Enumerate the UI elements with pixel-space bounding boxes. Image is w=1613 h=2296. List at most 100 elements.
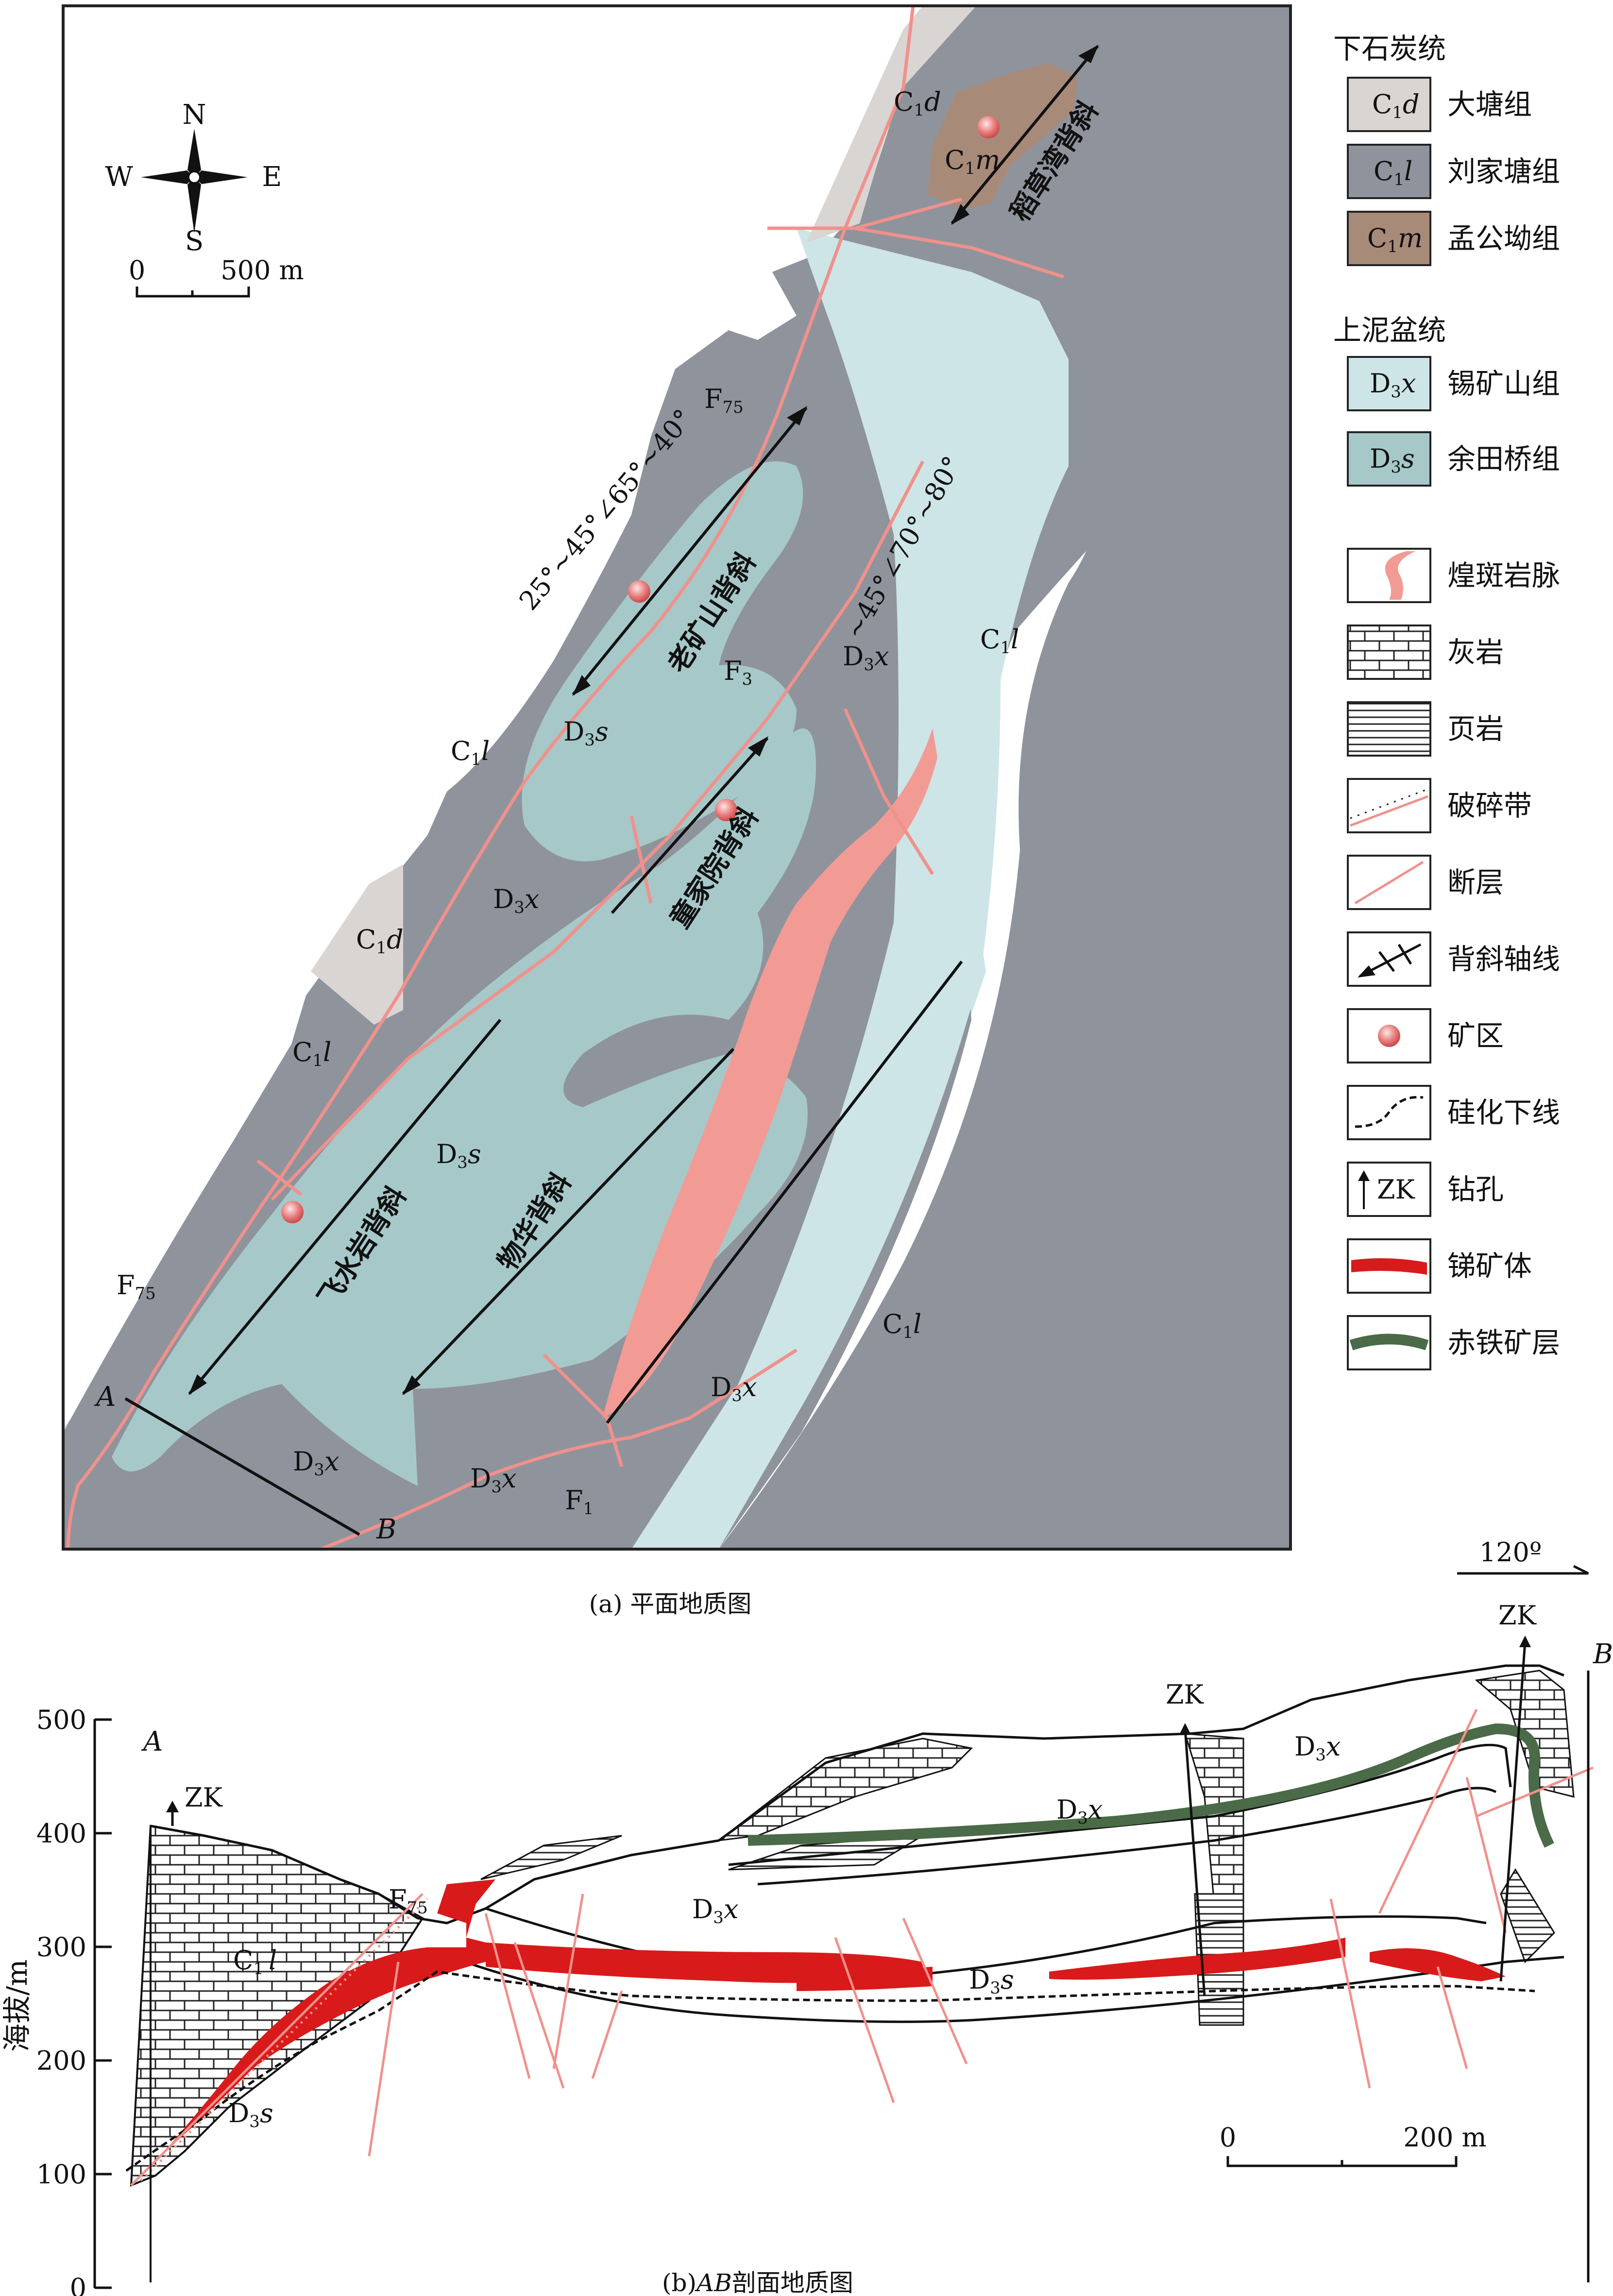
unit-c1l-limestone [130,1824,424,2187]
compass-rose: N S W E [105,99,282,257]
svg-text:C1l: C1l [980,624,1019,658]
map-caption: (a) 平面地质图 [589,1590,752,1618]
borehole-label-b: ZK [1498,1600,1537,1631]
section-label-b: B [1593,1638,1613,1670]
fault-icon [1354,861,1424,905]
axis-laokuangshan [572,407,808,695]
svg-text:C1l: C1l [1374,156,1412,189]
legend-symbol-mining-area: 矿区 [1347,1008,1504,1064]
topography-profile [150,1664,1564,1925]
svg-text:D3x: D3x [692,1894,738,1927]
fault-cross-3 [543,1353,624,1468]
legend-label: 余田桥组 [1447,442,1560,475]
borehole-b [1499,1641,1527,1982]
mining-area-markers [281,116,1000,1223]
shale-icon [1347,701,1431,757]
map-frame [62,4,1292,1551]
section-label-a: A [141,1726,163,1757]
svg-text:赤铁矿层: 赤铁矿层 [1447,1326,1560,1359]
hematite-layer-icon [1349,1334,1429,1351]
svg-text:灰岩: 灰岩 [1447,636,1504,669]
svg-text:断层: 断层 [1447,866,1504,899]
borehole-mid [1184,1728,1206,1996]
legend: 下石炭统 上泥盆统 C1d 大塘组 C1l 刘家塘组 C1m 孟公坳组 D3x … [1333,32,1560,1370]
y-tick-500: 500 [36,1705,86,1735]
antimony-orebody [486,1942,923,1983]
legend-symbol-fracture-zone: 破碎带 [1347,778,1532,833]
antimony-orebody [797,1967,933,1991]
antimony-orebody [1049,1938,1345,1980]
mining-area-icon [281,1201,304,1223]
y-tick-300: 300 [36,1932,86,1962]
svg-text:C1l: C1l [883,1309,921,1342]
antimony-orebody-icon [1351,1258,1427,1275]
contact-base [437,1951,1564,2023]
svg-text:D3x: D3x [493,884,539,917]
legend-symbol-silicification: 硅化下线 [1347,1085,1560,1140]
hematite-layer [747,1723,1554,1848]
svg-text:D3s: D3s [563,716,609,750]
section-line-ab [124,1397,360,1536]
svg-text:矿区: 矿区 [1447,1019,1504,1052]
section-scale-zero: 0 [1220,2122,1236,2153]
compass-n: N [183,99,206,131]
lamprophyre-dike [602,728,937,1418]
fault-northeast-2 [854,197,962,230]
legend-label: 刘家塘组 [1447,155,1560,188]
fracture-zone-icon [1350,788,1428,827]
svg-text:C1l: C1l [292,1037,331,1070]
section-scale-value: 200 m [1403,2122,1486,2153]
svg-text:C1l: C1l [233,1945,277,1978]
axis-wuhua [402,1047,735,1395]
axis-daocaowan [951,45,1099,224]
legend-item-d3x: D3x 锡矿山组 [1347,356,1560,411]
legend-symbol-borehole: ZK 钻孔 [1347,1162,1504,1217]
antimony-orebody [1370,1948,1506,1981]
map-scale-zero: 0 [129,255,145,286]
axis-east [606,961,963,1424]
y-tick-200: 200 [36,2045,86,2076]
axis-feishuiyan [188,1019,502,1395]
orientation-text: 120º [1479,1537,1542,1568]
legend-item-c1l: C1l 刘家塘组 [1347,144,1560,199]
section-caption: (b)AB剖面地质图 [662,2269,853,2296]
svg-text:ZK: ZK [1377,1174,1416,1205]
map-scale-value: 500 m [221,255,304,286]
legend-label: 锡矿山组 [1447,367,1560,400]
fault-northeast-1 [767,226,1065,279]
svg-text:F75: F75 [389,1884,428,1918]
svg-text:F1: F1 [565,1485,594,1519]
svg-text:C1d: C1d [1372,89,1420,122]
unit-c1m-area [928,63,1078,209]
section-end-a: A [94,1381,116,1413]
mining-area-icon [977,116,1000,138]
svg-text:D3s: D3s [1370,443,1415,477]
legend-symbol-limestone: 灰岩 [1347,625,1504,680]
svg-text:C1m: C1m [1367,223,1423,256]
svg-text:C1l: C1l [451,736,490,769]
unit-c1d-middle [311,864,403,1025]
svg-text:硅化下线: 硅化下线 [1447,1096,1560,1129]
svg-text:锑矿体: 锑矿体 [1447,1249,1532,1283]
svg-text:D3x: D3x [293,1446,339,1480]
legend-group-lower-carboniferous: 下石炭统 [1333,32,1446,65]
borehole-icon [1358,1170,1370,1209]
legend-group-upper-devonian: 上泥盆统 [1333,314,1446,347]
svg-text:钻孔: 钻孔 [1447,1173,1504,1206]
section-unit-labels: C1 l D3s D3x D3x D3x D3s F75 [228,1731,1341,2131]
legend-item-d3s: D3s 余田桥组 [1347,431,1560,487]
fault-cross-2 [629,815,653,904]
limestone-icon [1347,625,1431,680]
legend-symbol-fault: 断层 [1347,855,1504,910]
unit-c1d-north [806,6,976,243]
svg-text:D3s: D3s [228,2098,273,2131]
borehole-label-mid: ZK [1166,1679,1205,1710]
section-scale-bar: 0 200 m [1220,2122,1487,2167]
silicification-line [125,1970,1535,2172]
map-fault-labels: F75 F3 F1 F75 [117,384,752,1519]
y-tick-0: 0 [70,2273,86,2296]
svg-text:D3x: D3x [1294,1731,1341,1765]
legend-symbol-antimony: 锑矿体 [1347,1238,1532,1294]
fault-f75 [66,5,915,1550]
fault-f75-section [130,1893,424,2186]
